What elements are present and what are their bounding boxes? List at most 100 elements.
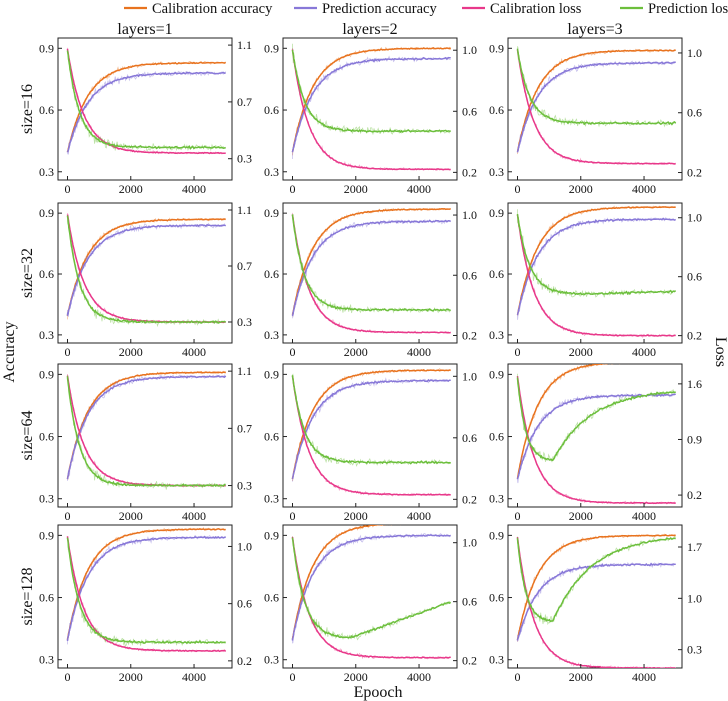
calibration-loss-line-smooth — [291, 49, 451, 171]
x-tick-label: 0 — [514, 345, 520, 359]
loss-tick-label: 0.6 — [462, 268, 477, 282]
accuracy-tick-label: 0.6 — [489, 430, 504, 444]
x-tick-label: 2000 — [119, 345, 143, 359]
loss-tick-label: 0.2 — [462, 654, 477, 668]
calibration-loss-line-raw — [292, 212, 451, 334]
loss-tick-label: 1.0 — [462, 536, 477, 550]
panel-r2-c1: 0 2000 4000 0.3 0.6 0.9 0.3 0.7 1.1 — [39, 202, 252, 359]
loss-tick-label: 0.6 — [237, 597, 252, 611]
x-tick-label: 2000 — [119, 509, 143, 523]
x-tick-label: 0 — [64, 509, 70, 523]
x-tick-label: 2000 — [569, 670, 593, 684]
calibration-loss-line-raw — [292, 48, 451, 171]
accuracy-tick-label: 0.9 — [489, 41, 504, 55]
panel-r3-c1: 0 2000 4000 0.3 0.6 0.9 0.3 0.7 1.1 — [39, 363, 252, 523]
calibration-accuracy-line-smooth — [66, 61, 227, 153]
loss-tick-label: 0.3 — [237, 152, 252, 166]
panel-r2-c3: 0 2000 4000 0.3 0.6 0.9 0.2 0.6 1.0 — [489, 202, 702, 359]
panel-r1-c1: 0 2000 4000 0.3 0.6 0.9 0.3 0.7 1.1 — [39, 37, 252, 196]
x-tick-label: 2000 — [344, 670, 368, 684]
panel-r1-c3: 0 2000 4000 0.3 0.6 0.9 0.2 0.6 1.0 — [489, 37, 702, 196]
calibration-loss-line-raw — [517, 214, 676, 338]
prediction-accuracy-line-smooth — [291, 219, 451, 317]
panel-r1-c2: 0 2000 4000 0.3 0.6 0.9 0.2 0.6 1.0 — [264, 37, 477, 196]
accuracy-tick-label: 0.3 — [264, 165, 279, 179]
prediction-accuracy-line-smooth — [516, 217, 677, 316]
loss-tick-label: 0.2 — [237, 654, 252, 668]
loss-tick-label: 1.1 — [237, 364, 252, 378]
row-title-3: size=64 — [19, 411, 36, 461]
calibration-accuracy-line-smooth — [516, 364, 613, 479]
accuracy-tick-label: 0.9 — [39, 528, 54, 542]
prediction-accuracy-line — [516, 562, 676, 642]
legend-label-3: Calibration loss — [490, 1, 582, 17]
prediction-loss-line — [291, 536, 452, 641]
prediction-accuracy-line-raw — [67, 70, 227, 155]
accuracy-tick-label: 0.6 — [264, 430, 279, 444]
calibration-loss-line-smooth — [66, 214, 226, 324]
accuracy-tick-label: 0.9 — [39, 367, 54, 381]
loss-tick-label: 1.0 — [687, 46, 702, 60]
prediction-loss-line — [66, 537, 226, 648]
x-tick-label: 2000 — [119, 670, 143, 684]
loss-tick-label: 0.2 — [462, 492, 477, 506]
loss-tick-label: 0.3 — [237, 479, 252, 493]
calibration-loss-line-smooth — [66, 536, 227, 653]
x-tick-label: 4000 — [407, 509, 431, 523]
panel-r4-c3: 0 2000 4000 0.3 0.6 0.9 0.3 1.0 1.7 — [489, 524, 702, 684]
calibration-accuracy-line-smooth — [516, 534, 676, 640]
calibration-loss-line-smooth — [516, 49, 676, 165]
panel-r2-c2: 0 2000 4000 0.3 0.6 0.9 0.2 0.6 1.0 — [264, 202, 477, 359]
prediction-loss-line-smooth — [66, 537, 226, 645]
prediction-accuracy-line-raw — [292, 533, 452, 644]
prediction-loss-line-raw — [517, 46, 676, 128]
calibration-loss-line-raw — [517, 49, 676, 166]
prediction-accuracy-line-smooth — [66, 535, 226, 641]
prediction-loss-line — [66, 374, 226, 490]
x-tick-label: 0 — [64, 345, 70, 359]
calibration-loss-line-raw — [517, 538, 676, 668]
calibration-accuracy-line — [66, 217, 226, 320]
x-tick-label: 2000 — [344, 345, 368, 359]
x-tick-label: 4000 — [182, 182, 206, 196]
prediction-loss-line — [291, 213, 452, 314]
prediction-loss-line-smooth — [516, 537, 676, 623]
prediction-loss-line-smooth — [516, 377, 676, 461]
accuracy-tick-label: 0.9 — [264, 367, 279, 381]
column-title-2: layers=2 — [342, 21, 397, 38]
prediction-loss-line-smooth — [291, 214, 452, 312]
panel-frame — [282, 202, 458, 344]
x-tick-label: 4000 — [182, 670, 206, 684]
loss-tick-label: 0.9 — [687, 432, 702, 446]
prediction-loss-line — [516, 536, 676, 626]
prediction-loss-line — [516, 373, 676, 463]
prediction-loss-line — [516, 209, 677, 298]
calibration-loss-line — [516, 376, 676, 505]
prediction-loss-line-raw — [67, 537, 226, 648]
row-title-1: size=16 — [19, 84, 36, 134]
prediction-loss-line-smooth — [66, 376, 226, 488]
calibration-loss-line-raw — [67, 536, 226, 653]
calibration-loss-line — [291, 48, 451, 171]
panel-frame — [57, 524, 233, 669]
calibration-loss-line-smooth — [516, 214, 676, 337]
x-tick-label: 4000 — [407, 670, 431, 684]
prediction-accuracy-line-raw — [517, 216, 676, 320]
accuracy-tick-label: 0.3 — [489, 492, 504, 506]
prediction-loss-line-smooth — [291, 537, 452, 639]
prediction-loss-line-raw — [67, 50, 226, 152]
prediction-accuracy-line-smooth — [291, 534, 451, 641]
panel-r4-c2: 0 2000 4000 0.3 0.6 0.9 0.2 0.6 1.0 — [264, 524, 477, 684]
calibration-accuracy-line — [291, 207, 451, 318]
x-axis-label: Epooch — [354, 684, 403, 701]
calibration-accuracy-line — [516, 364, 630, 479]
accuracy-tick-label: 0.3 — [489, 328, 504, 342]
accuracy-tick-label: 0.3 — [264, 328, 279, 342]
x-tick-label: 2000 — [344, 182, 368, 196]
calibration-loss-line — [291, 536, 451, 660]
loss-tick-label: 1.1 — [237, 38, 252, 52]
loss-tick-label: 0.6 — [687, 106, 702, 120]
loss-tick-label: 0.6 — [687, 270, 702, 284]
row-title-4: size=128 — [19, 568, 36, 626]
loss-tick-label: 1.0 — [462, 43, 477, 57]
